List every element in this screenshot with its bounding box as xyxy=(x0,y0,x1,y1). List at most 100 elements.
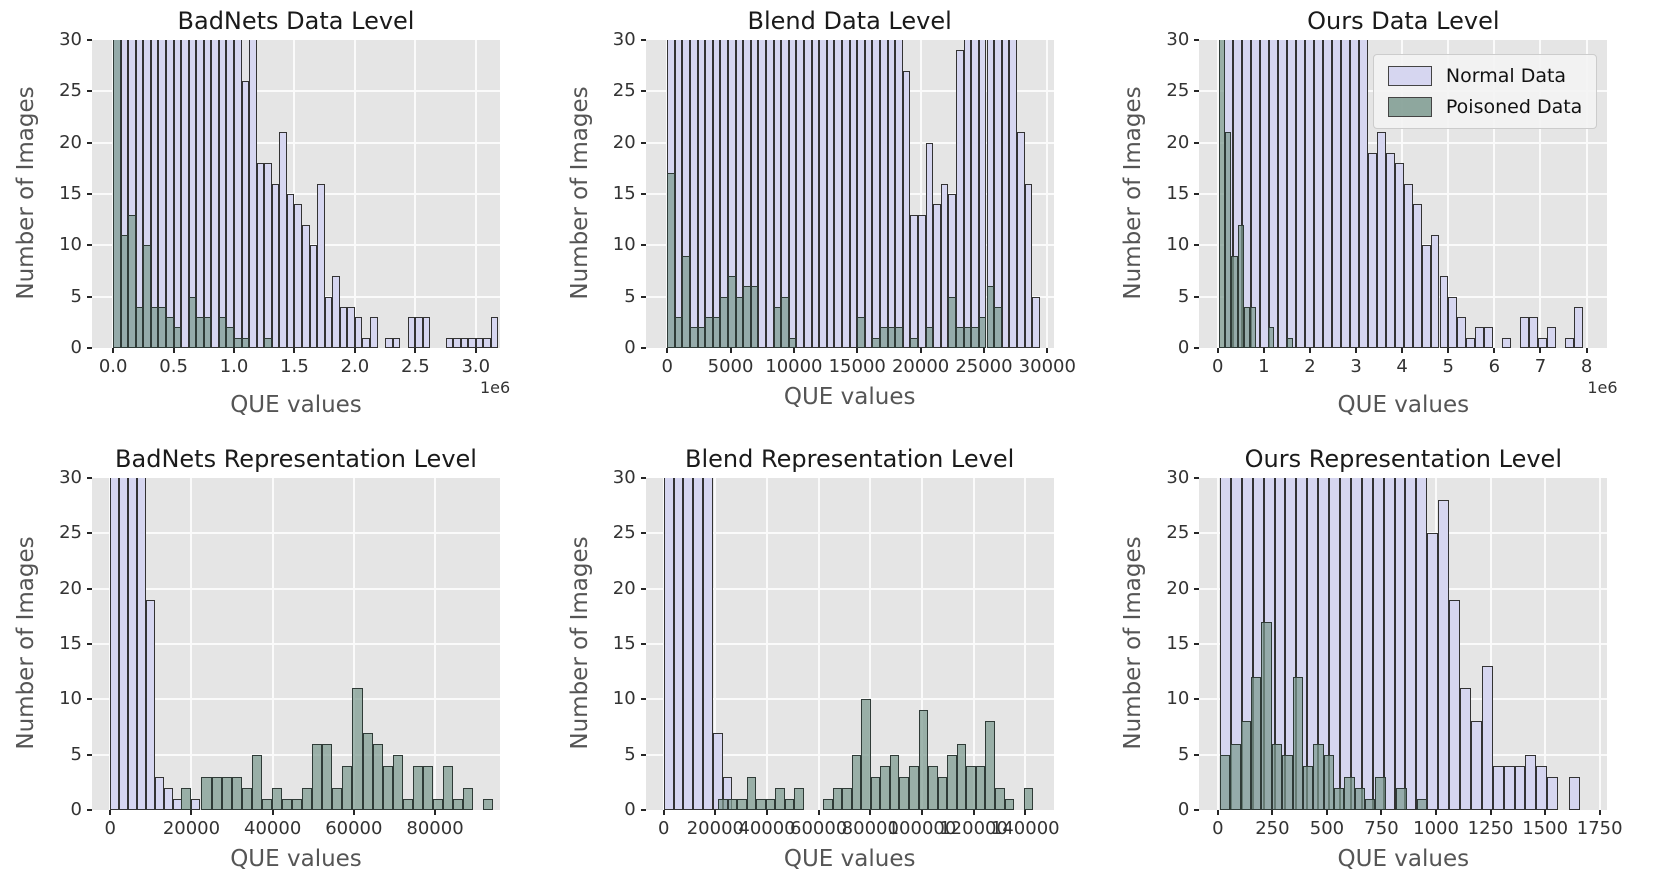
poisoned-bar xyxy=(1219,40,1226,348)
x-tick xyxy=(919,348,922,353)
gridline xyxy=(434,478,437,810)
normal-bar xyxy=(864,40,873,348)
axis-title-y: Number of Images xyxy=(1120,86,1147,300)
x-tick xyxy=(271,810,274,815)
poisoned-bar xyxy=(158,306,167,348)
normal-bar xyxy=(1358,40,1368,348)
poisoned-bar xyxy=(918,710,929,810)
normal-bar xyxy=(415,317,423,348)
normal-bar xyxy=(1277,40,1287,348)
poisoned-bar xyxy=(705,317,713,348)
y-tick-label: 15 xyxy=(1166,633,1190,654)
plot-area xyxy=(92,40,500,348)
normal-bar xyxy=(339,306,348,348)
normal-bar xyxy=(166,40,174,348)
gridline xyxy=(1539,40,1542,348)
y-tick xyxy=(1194,477,1200,479)
poisoned-bar xyxy=(928,765,938,810)
y-tick-label: 0 xyxy=(70,337,82,358)
legend-entry: Normal Data xyxy=(1387,65,1582,87)
y-tick xyxy=(1194,698,1200,701)
normal-bar xyxy=(1024,183,1033,348)
x-tick xyxy=(1493,348,1496,353)
y-tick-label: 0 xyxy=(624,337,636,358)
y-tick-label: 10 xyxy=(612,234,636,256)
normal-bar xyxy=(910,214,919,348)
y-tick xyxy=(87,347,92,349)
normal-bar xyxy=(1475,327,1485,348)
normal-bar xyxy=(978,40,987,348)
poisoned-bar xyxy=(241,337,250,348)
normal-bar xyxy=(150,40,159,348)
normal-bar xyxy=(1514,765,1526,810)
gridline xyxy=(92,141,500,144)
x-tick xyxy=(1024,810,1027,815)
y-tick-label: 30 xyxy=(612,467,636,488)
poisoned-bar xyxy=(166,317,174,348)
poisoned-bar xyxy=(1251,677,1262,810)
y-tick xyxy=(1194,753,1200,756)
poisoned-bar xyxy=(925,327,934,348)
subplot-badnets-data-level: BadNets Data Level 0.0 0.5 1.0 1.5 2.0 2.5 3.0 0… xyxy=(0,0,554,443)
normal-bar xyxy=(347,306,355,348)
y-tick-label: 0 xyxy=(1177,799,1190,820)
x-tick-label: 4 xyxy=(1396,356,1408,377)
y-tick xyxy=(1194,244,1200,247)
y-tick xyxy=(87,141,92,144)
y-tick-label: 10 xyxy=(1166,688,1190,710)
x-tick xyxy=(714,810,717,815)
x-tick-label: 3 xyxy=(1350,356,1362,377)
y-tick-label: 20 xyxy=(1166,577,1190,599)
gridline xyxy=(817,478,820,810)
poisoned-bar xyxy=(947,754,957,810)
x-tick xyxy=(1447,348,1450,353)
y-tick xyxy=(1194,643,1200,645)
x-tick-label: 1.0 xyxy=(219,356,249,377)
poisoned-bar xyxy=(995,787,1005,810)
normal-bar xyxy=(693,478,703,810)
subplot-badnets-representation-level: BadNets Representation Level 0 20000 40000 6… xyxy=(0,443,554,886)
poisoned-bar xyxy=(909,765,919,810)
poisoned-bar xyxy=(728,276,736,348)
normal-bar xyxy=(1416,478,1428,810)
poisoned-bar xyxy=(221,776,232,810)
legend-swatch-poisoned xyxy=(1387,97,1432,117)
poisoned-bar xyxy=(956,743,967,810)
normal-bar xyxy=(1313,40,1323,348)
normal-bar xyxy=(940,183,949,348)
normal-bar xyxy=(385,337,393,348)
x-tick xyxy=(662,810,665,815)
gridline xyxy=(1493,40,1496,348)
poisoned-bar xyxy=(392,754,403,810)
x-tick-label: 750 xyxy=(1364,818,1399,839)
poisoned-bar xyxy=(948,296,957,348)
normal-bar xyxy=(1322,40,1332,348)
normal-bar xyxy=(895,40,903,348)
plot-area xyxy=(645,478,1054,810)
gridline xyxy=(1216,40,1219,348)
poisoned-bar xyxy=(1313,743,1324,810)
poisoned-bar xyxy=(1292,677,1303,810)
poisoned-bar xyxy=(483,798,494,810)
gridline xyxy=(474,40,477,348)
y-tick xyxy=(640,141,646,144)
poisoned-bar xyxy=(1375,776,1386,810)
x-tick xyxy=(109,810,112,815)
gridline xyxy=(766,478,769,810)
x-tick xyxy=(972,810,975,815)
poisoned-bar xyxy=(880,765,890,810)
poisoned-bar xyxy=(443,765,454,810)
poisoned-bar xyxy=(720,296,728,348)
normal-bar xyxy=(1331,40,1341,348)
y-tick-label: 20 xyxy=(612,577,636,599)
poisoned-bar xyxy=(402,798,413,810)
normal-bar xyxy=(1484,327,1494,348)
x-tick xyxy=(1355,348,1358,353)
normal-bar xyxy=(674,40,683,348)
x-tick-label: 0 xyxy=(1212,818,1224,839)
x-tick xyxy=(1380,810,1383,815)
y-tick-label: 10 xyxy=(59,688,82,710)
normal-bar xyxy=(712,40,721,348)
y-tick xyxy=(87,587,92,590)
plot-area xyxy=(645,40,1054,348)
